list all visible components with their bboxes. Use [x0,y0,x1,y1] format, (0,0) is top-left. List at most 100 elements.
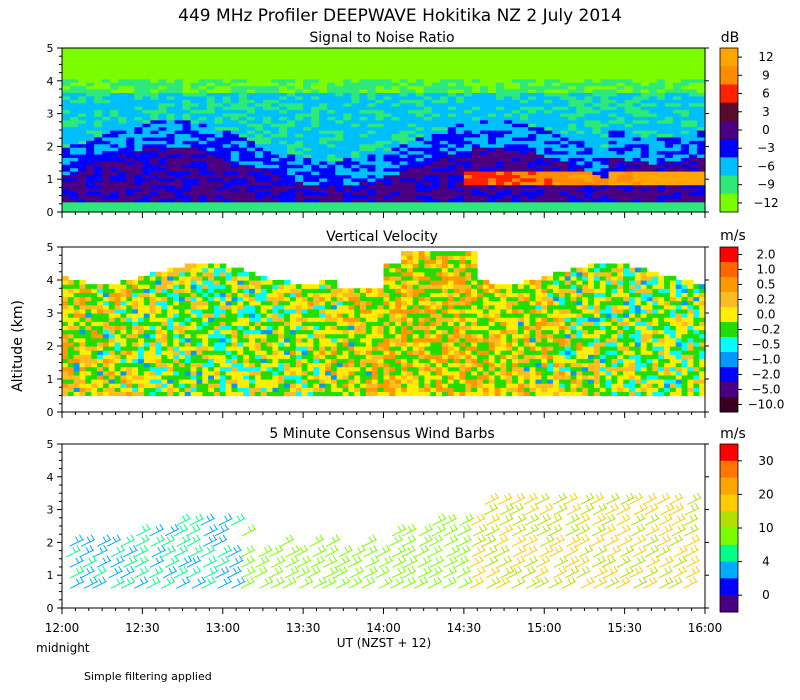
snr-cell [640,160,650,165]
snr-cell [584,85,594,90]
snr-cell [303,143,312,148]
snr-cell [536,119,545,124]
snr-cell [487,51,497,56]
snr-cell [504,116,513,121]
velocity-cell [190,296,198,302]
snr-cell [680,208,690,213]
snr-cell [383,130,393,135]
snr-cell [327,126,336,131]
snr-cell [150,51,160,56]
velocity-cell [243,374,250,380]
snr-cell [287,140,296,145]
snr-cell [560,205,569,210]
snr-cell [648,112,658,117]
velocity-title: Vertical Velocity [326,229,438,245]
velocity-cell [62,329,69,335]
snr-cell [592,102,602,107]
snr-cell [471,133,481,138]
velocity-cell [79,346,86,351]
snr-cell [262,123,272,128]
snr-cell [407,99,417,104]
snr-cell [528,58,537,63]
snr-cell [455,119,465,124]
velocity-cell [132,370,139,376]
snr-cell [552,126,561,131]
snr-cell [608,112,618,117]
velocity-cell [196,387,203,392]
snr-cell [656,198,666,203]
snr-cell [600,201,610,206]
velocity-cell [237,304,244,310]
snr-cell [520,208,529,213]
velocity-cell [91,354,98,359]
velocity-cell [190,391,198,397]
velocity-cell [62,350,69,355]
y-tick-label: 5 [47,42,54,55]
snr-cell [672,177,682,182]
snr-cell [246,65,256,70]
velocity-cell [114,329,122,335]
snr-cell [222,61,232,66]
snr-cell [592,174,602,179]
snr-cell [311,157,320,162]
snr-cell [536,75,545,80]
snr-cell [174,143,184,148]
velocity-cell [219,337,227,343]
snr-cell [592,85,602,90]
snr-cell [479,133,489,138]
snr-cell [78,164,87,169]
snr-cell [78,205,87,210]
velocity-cell [173,275,180,281]
snr-cell [94,116,103,121]
velocity-cell [149,275,157,281]
snr-cell [158,119,168,124]
snr-cell [608,136,618,141]
velocity-cell [137,383,145,388]
snr-cell [367,112,377,117]
snr-cell [134,82,143,87]
snr-cell [504,119,513,124]
snr-cell [504,54,513,59]
velocity-cell [155,308,162,314]
snr-cell [246,205,256,210]
velocity-cell [237,346,244,351]
snr-cell [375,174,385,179]
velocity-cell [143,288,151,293]
velocity-cell [102,333,110,339]
snr-cell [246,95,256,100]
snr-cell [455,160,465,165]
snr-cell [680,157,690,162]
velocity-cell [67,341,75,347]
snr-cell [295,177,304,182]
velocity-cell [178,308,186,314]
snr-cell [696,143,706,148]
velocity-cell [184,263,192,269]
snr-cell [110,102,119,107]
velocity-cell [102,354,110,359]
snr-cell [648,109,658,114]
snr-cell [447,194,457,199]
snr-cell [696,133,706,138]
snr-cell [632,167,642,172]
velocity-cell [161,383,168,388]
snr-cell [447,65,457,70]
snr-cell [415,75,425,80]
velocity-cell [85,346,92,351]
snr-cell [190,160,200,165]
snr-cell [367,75,377,80]
snr-cell [351,112,360,117]
snr-cell [664,78,674,83]
snr-cell [439,112,449,117]
snr-cell [158,171,168,176]
snr-cell [512,174,521,179]
snr-cell [174,174,184,179]
snr-cell [134,191,143,196]
snr-cell [190,68,200,73]
snr-cell [206,140,216,145]
snr-cell [423,112,433,117]
snr-cell [262,119,272,124]
snr-cell [688,130,698,135]
snr-cell [230,106,240,111]
velocity-cell [62,370,69,376]
snr-cell [230,140,240,145]
